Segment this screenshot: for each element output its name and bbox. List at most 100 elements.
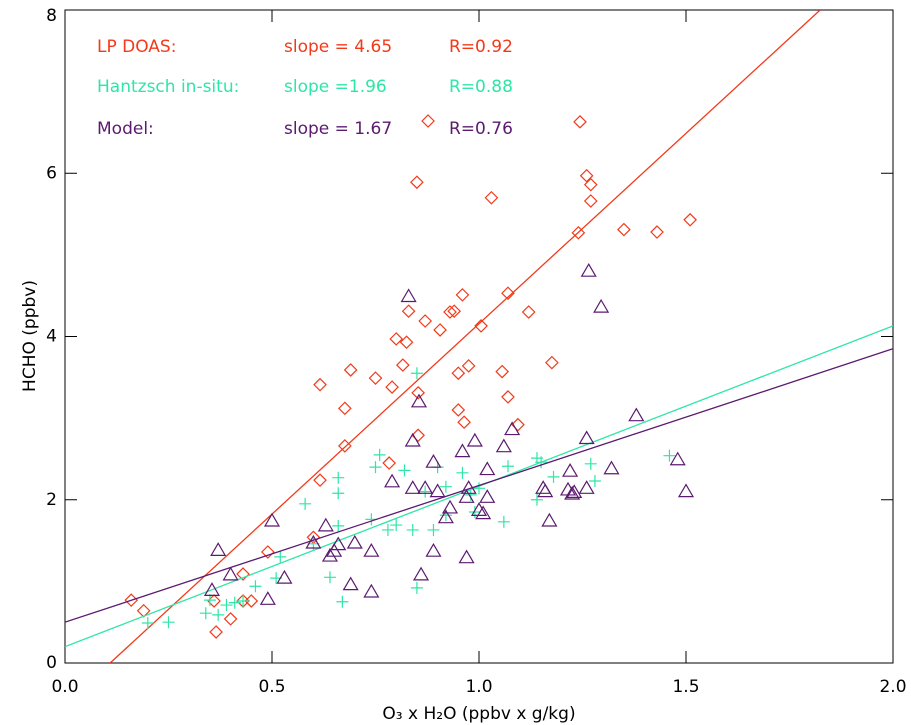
data-point bbox=[244, 594, 259, 608]
data-point bbox=[338, 439, 352, 453]
data-point bbox=[580, 263, 597, 277]
data-point bbox=[457, 415, 471, 430]
data-point bbox=[237, 594, 250, 607]
fit-line bbox=[65, 325, 893, 648]
legend-label: LP DOAS: bbox=[97, 37, 176, 57]
data-point bbox=[249, 580, 262, 593]
data-point bbox=[141, 617, 154, 630]
data-point bbox=[669, 451, 686, 466]
y-tick-label: 8 bbox=[46, 6, 57, 26]
data-point bbox=[410, 175, 424, 190]
data-point bbox=[412, 566, 430, 581]
data-point bbox=[162, 616, 175, 629]
data-point bbox=[571, 225, 586, 240]
data-point bbox=[210, 542, 227, 556]
data-point bbox=[593, 298, 610, 313]
data-point bbox=[276, 569, 293, 584]
data-point bbox=[389, 332, 404, 346]
data-point bbox=[437, 509, 454, 524]
data-point bbox=[332, 471, 345, 484]
data-point bbox=[236, 567, 250, 581]
x-tick-label: 1.0 bbox=[465, 677, 492, 697]
legend-slope: slope =1.96 bbox=[284, 77, 387, 97]
data-point bbox=[321, 547, 339, 562]
data-point bbox=[545, 355, 559, 370]
data-point bbox=[451, 403, 466, 417]
data-point bbox=[547, 470, 560, 483]
data-point bbox=[521, 305, 536, 319]
data-point bbox=[404, 480, 421, 494]
legend-label: Hantzsch in-situ: bbox=[97, 77, 239, 97]
data-point bbox=[373, 448, 386, 461]
data-point bbox=[470, 502, 488, 516]
data-point bbox=[484, 190, 499, 205]
data-point bbox=[475, 505, 492, 520]
x-tick-label: 1.5 bbox=[672, 677, 699, 697]
data-point bbox=[222, 566, 239, 581]
y-tick-label: 0 bbox=[46, 653, 57, 673]
data-point bbox=[263, 512, 281, 527]
y-axis-title: HCHO (ppbv) bbox=[20, 280, 40, 392]
data-point bbox=[411, 385, 425, 400]
data-point bbox=[464, 488, 477, 501]
data-point bbox=[562, 462, 579, 477]
data-point bbox=[342, 576, 359, 591]
data-point bbox=[579, 168, 594, 183]
data-point bbox=[199, 607, 212, 620]
data-point bbox=[220, 599, 233, 612]
y-tick-label: 6 bbox=[46, 163, 57, 183]
data-point bbox=[338, 401, 352, 416]
data-point bbox=[368, 371, 383, 385]
data-point bbox=[406, 523, 419, 536]
data-point bbox=[332, 487, 345, 500]
data-point bbox=[425, 542, 442, 557]
data-point bbox=[511, 417, 525, 432]
data-point bbox=[332, 519, 345, 532]
data-point bbox=[617, 222, 631, 237]
data-point bbox=[497, 515, 510, 528]
data-point bbox=[427, 523, 440, 536]
data-point bbox=[212, 608, 225, 621]
data-point bbox=[363, 583, 380, 598]
data-point bbox=[346, 534, 363, 549]
data-point bbox=[203, 594, 216, 607]
data-point bbox=[419, 485, 432, 498]
legend-slope: slope = 1.67 bbox=[284, 119, 392, 139]
data-point bbox=[451, 366, 466, 381]
data-point bbox=[203, 582, 221, 596]
data-point bbox=[479, 461, 496, 476]
data-point bbox=[274, 550, 287, 563]
data-point bbox=[458, 489, 475, 503]
data-point bbox=[468, 505, 481, 518]
data-point bbox=[401, 304, 416, 319]
data-point bbox=[400, 288, 417, 303]
data-point bbox=[305, 534, 322, 549]
data-point bbox=[578, 480, 595, 494]
data-point bbox=[504, 421, 521, 436]
data-point bbox=[299, 497, 312, 510]
data-point bbox=[603, 460, 620, 475]
data-point bbox=[566, 484, 583, 499]
data-point bbox=[439, 480, 452, 493]
data-point bbox=[209, 625, 223, 639]
fit-line bbox=[65, 348, 893, 623]
data-point bbox=[410, 367, 423, 380]
data-point bbox=[417, 480, 434, 494]
data-point bbox=[336, 595, 349, 608]
data-point bbox=[455, 288, 470, 302]
data-point bbox=[223, 612, 238, 626]
data-point bbox=[447, 304, 462, 319]
legend-r: R=0.88 bbox=[449, 77, 513, 97]
data-point bbox=[343, 363, 358, 377]
data-point bbox=[573, 114, 587, 129]
data-point bbox=[441, 499, 459, 514]
data-point bbox=[410, 393, 428, 408]
data-point bbox=[385, 380, 399, 394]
data-point bbox=[395, 358, 410, 372]
x-tick-label: 0.0 bbox=[51, 677, 78, 697]
x-axis-title: O₃ x H₂O (ppbv x g/kg) bbox=[382, 704, 575, 724]
fit-line bbox=[109, 10, 821, 663]
data-point bbox=[677, 483, 695, 498]
